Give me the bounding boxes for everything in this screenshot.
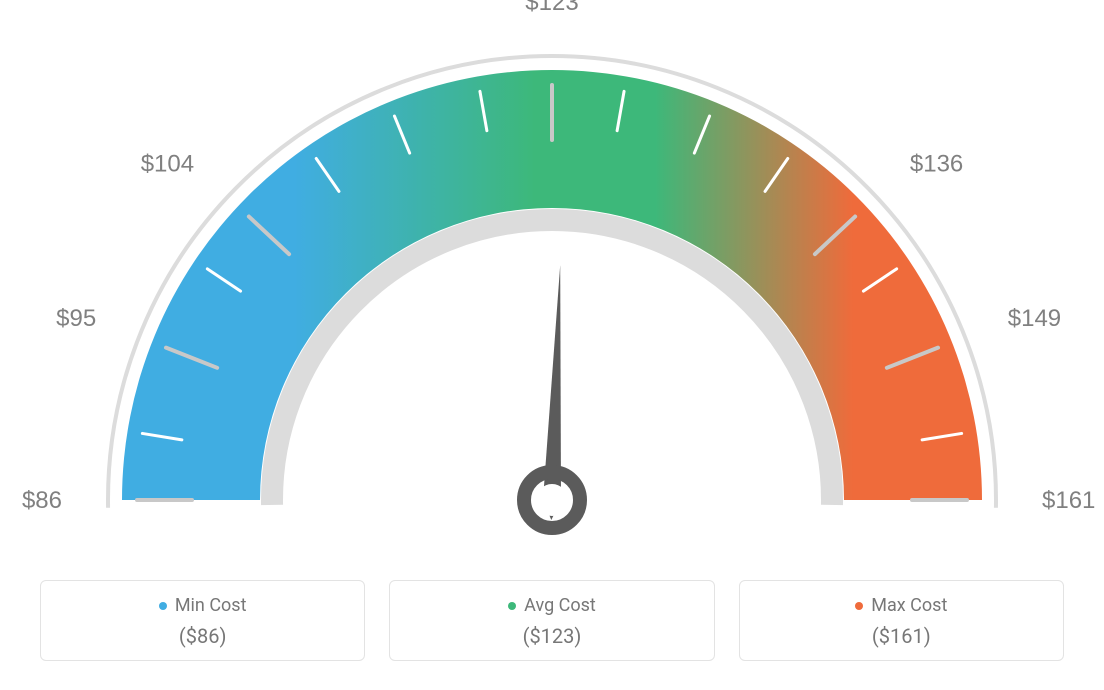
max-cost-label-text: Max Cost [871, 595, 947, 616]
gauge-tick-label: $86 [22, 487, 62, 514]
max-cost-label: Max Cost [740, 595, 1063, 616]
avg-cost-card: Avg Cost ($123) [389, 580, 714, 661]
cost-gauge: $86 $95 $104 $123 $136 $149 $161 [0, 0, 1104, 560]
gauge-svg: $86 $95 $104 $123 $136 $149 $161 [0, 0, 1104, 560]
min-cost-label: Min Cost [41, 595, 364, 616]
gauge-needle [543, 265, 561, 520]
max-cost-value: ($161) [740, 624, 1063, 648]
gauge-tick-label: $123 [525, 0, 578, 16]
avg-cost-value: ($123) [390, 624, 713, 648]
gauge-tick-label: $161 [1042, 487, 1095, 514]
min-cost-label-text: Min Cost [175, 595, 247, 616]
gauge-tick-label: $104 [141, 150, 194, 177]
min-cost-card: Min Cost ($86) [40, 580, 365, 661]
min-cost-value: ($86) [41, 624, 364, 648]
gauge-tick-label: $149 [1008, 305, 1061, 332]
gauge-needle-hub-inner [536, 484, 568, 516]
avg-cost-label: Avg Cost [390, 595, 713, 616]
gauge-tick-label: $95 [56, 305, 96, 332]
avg-cost-label-text: Avg Cost [524, 595, 596, 616]
avg-cost-dot [508, 602, 516, 610]
summary-row: Min Cost ($86) Avg Cost ($123) Max Cost … [0, 580, 1104, 661]
min-cost-dot [159, 602, 167, 610]
max-cost-card: Max Cost ($161) [739, 580, 1064, 661]
max-cost-dot [855, 602, 863, 610]
gauge-tick-label: $136 [910, 150, 963, 177]
